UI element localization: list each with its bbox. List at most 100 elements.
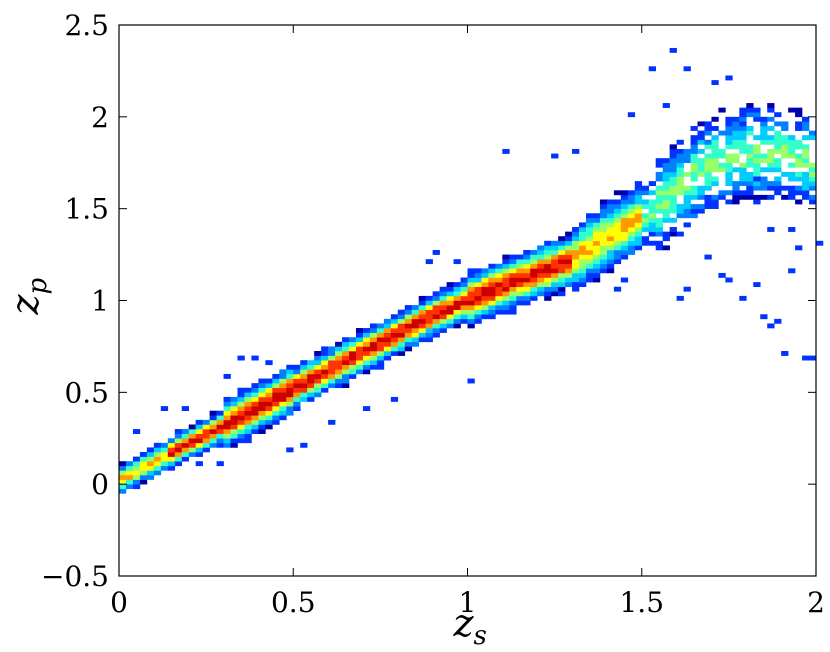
heatmap-cell: [585, 213, 594, 219]
heatmap-cell: [627, 231, 636, 237]
heatmap-cell: [585, 245, 594, 251]
heatmap-cell: [544, 282, 552, 288]
heatmap-cell: [558, 259, 566, 265]
heatmap-cell: [286, 373, 294, 379]
heatmap-cell: [286, 383, 294, 389]
heatmap-cell: [237, 387, 245, 393]
heatmap-cell: [683, 204, 691, 209]
heatmap-cell: [537, 282, 545, 288]
heatmap-cell: [732, 167, 740, 173]
heatmap-cell: [739, 194, 747, 200]
heatmap-cell: [648, 204, 656, 209]
heatmap-cell: [488, 300, 496, 306]
heatmap-cell: [585, 231, 594, 237]
heatmap-cell: [481, 309, 489, 315]
heatmap-cell: [188, 438, 196, 444]
outlier-cell: [662, 103, 670, 108]
heatmap-cell: [606, 240, 615, 246]
heatmap-cell: [293, 401, 301, 407]
heatmap-cell: [502, 263, 510, 269]
heatmap-cell: [634, 236, 643, 242]
heatmap-cell: [788, 185, 796, 191]
heatmap-cell: [704, 194, 712, 200]
heatmap-cell: [739, 181, 747, 187]
heatmap-cell: [453, 300, 461, 306]
heatmap-cell: [746, 162, 754, 168]
heatmap-cell: [355, 369, 364, 375]
heatmap-cell: [606, 268, 615, 274]
heatmap-cell: [551, 277, 559, 283]
heatmap-cell: [495, 282, 503, 288]
heatmap-cell: [209, 424, 217, 430]
heatmap-cell: [244, 424, 252, 430]
heatmap-cell: [418, 295, 426, 301]
heatmap-cell: [697, 185, 705, 191]
heatmap-cell: [265, 419, 273, 425]
heatmap-cell: [244, 410, 252, 416]
heatmap-cell: [300, 364, 308, 370]
heatmap-cell: [676, 158, 684, 164]
heatmap-cell: [216, 442, 224, 448]
heatmap-cell: [300, 373, 308, 379]
heatmap-cell: [774, 176, 782, 182]
heatmap-cell: [620, 231, 629, 237]
heatmap-cell: [760, 158, 768, 164]
heatmap-cell: [160, 452, 169, 457]
heatmap-cell: [342, 373, 350, 379]
heatmap-cell: [195, 429, 203, 434]
heatmap-cell: [314, 387, 322, 393]
heatmap-cell: [585, 254, 594, 260]
heatmap-cell: [718, 130, 726, 136]
heatmap-cell: [467, 314, 475, 320]
heatmap-cell: [474, 305, 482, 310]
heatmap-cell: [481, 272, 489, 278]
heatmap-cell: [739, 167, 747, 173]
heatmap-cell: [802, 121, 810, 127]
heatmap-cell: [369, 364, 378, 370]
heatmap-cell: [579, 263, 587, 269]
heatmap-cell: [509, 286, 517, 292]
heatmap-cell: [286, 410, 294, 416]
heatmap-cell: [362, 346, 371, 352]
heatmap-cell: [662, 204, 670, 209]
heatmap-cell: [718, 148, 726, 154]
heatmap-cell: [676, 185, 684, 191]
heatmap-cell: [613, 236, 622, 242]
heatmap-cell: [599, 268, 608, 274]
heatmap-cell: [648, 240, 656, 246]
heatmap-cell: [669, 190, 677, 196]
heatmap-cell: [251, 406, 259, 411]
heatmap-cell: [390, 332, 399, 338]
heatmap-cell: [272, 383, 280, 389]
heatmap-cell: [704, 153, 712, 159]
heatmap-cell: [153, 470, 162, 476]
heatmap-cell: [662, 217, 670, 223]
heatmap-cell: [802, 194, 810, 200]
heatmap-cell: [230, 396, 238, 402]
heatmap-cell: [753, 107, 761, 113]
heatmap-cell: [544, 268, 552, 274]
heatmap-cell: [739, 107, 747, 113]
heatmap-cell: [502, 268, 510, 274]
heatmap-cell: [802, 185, 810, 191]
heatmap-cell: [634, 199, 643, 205]
outlier-cell: [328, 419, 336, 425]
heatmap-cell: [690, 185, 698, 191]
heatmap-cell: [760, 167, 768, 173]
heatmap-cell: [132, 484, 141, 490]
heatmap-cell: [537, 263, 545, 269]
heatmap-cell: [725, 135, 733, 141]
heatmap-cell: [223, 415, 231, 421]
heatmap-cell: [760, 135, 768, 141]
heatmap-cell: [613, 199, 622, 205]
heatmap-cell: [669, 153, 677, 159]
heatmap-cell: [383, 328, 392, 333]
heatmap-cell: [160, 465, 169, 471]
heatmap-cell: [411, 332, 420, 338]
heatmap-cell: [418, 318, 426, 324]
heatmap-cell: [418, 300, 426, 306]
heatmap-cell: [328, 351, 336, 356]
heatmap-cell: [788, 190, 796, 196]
heatmap-cell: [774, 112, 782, 118]
heatmap-cell: [230, 429, 238, 434]
